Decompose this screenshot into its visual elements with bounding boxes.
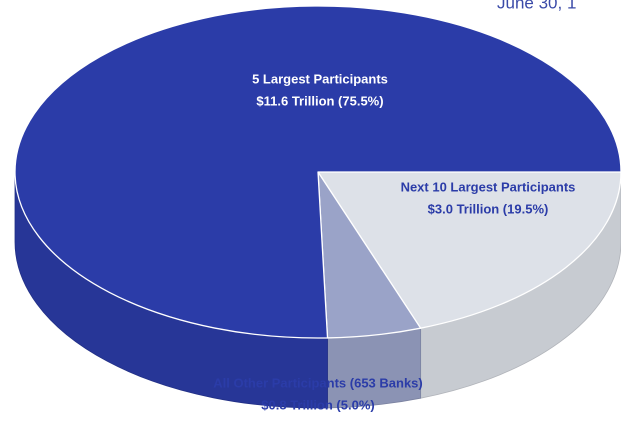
- slice-value-label: $11.6 Trillion (75.5%): [256, 93, 383, 108]
- slice-value-label: $3.0 Trillion (19.5%): [428, 201, 549, 216]
- slice-label: 5 Largest Participants: [252, 71, 388, 86]
- chart-subtitle: June 30, 1: [497, 0, 576, 12]
- slice-value-label: $0.8 Trillion (5.0%): [261, 397, 374, 412]
- pie-slice: [317, 171, 621, 329]
- pie-slice-side: [327, 327, 422, 409]
- slice-label: All Other Participants (653 Banks): [213, 375, 423, 390]
- slice-label: Next 10 Largest Participants: [401, 179, 576, 194]
- pie-slice: [14, 5, 621, 339]
